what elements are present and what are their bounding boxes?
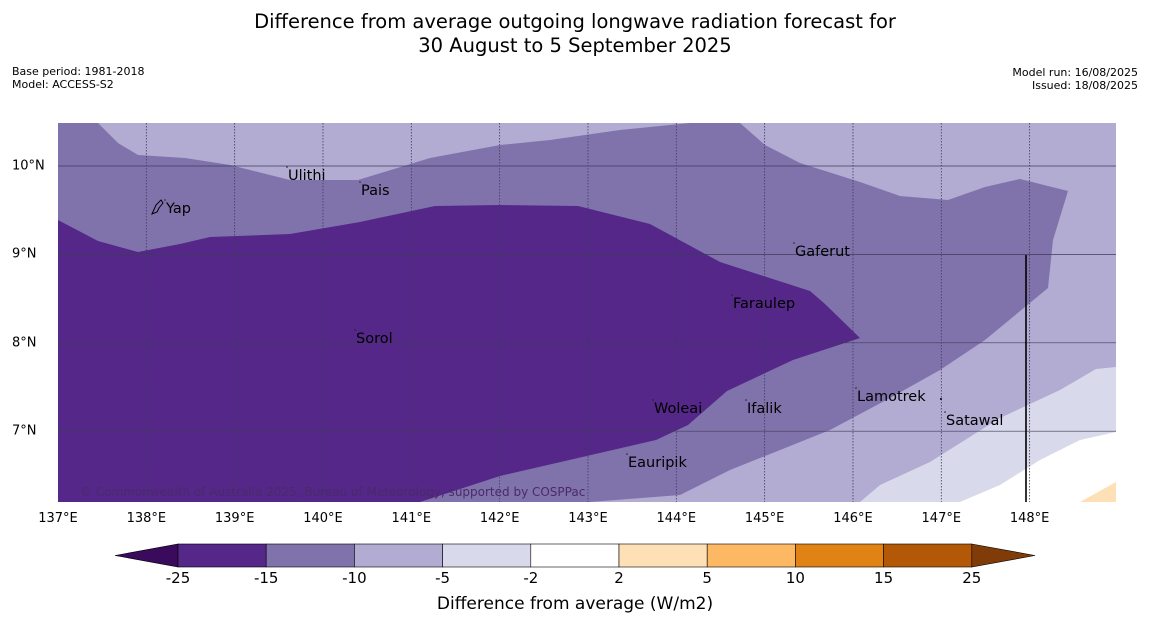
model-name: Model: ACCESS-S2 [12,78,114,91]
model-run: Model run: 16/08/2025 [1012,66,1138,79]
place-markers: Yap Ulithi Pais Gaferut Faraulep Sorol Lamotre… [151,166,1003,471]
islet-dot [940,398,942,400]
colorbar-tick-label: 25 [962,569,982,587]
colorbar-segment [883,543,973,568]
longitude-label: 141°E [391,511,432,526]
colorbar-tick-label: 15 [874,569,894,587]
place-label-sorol: Sorol [356,331,393,347]
contour-5-10 [1080,482,1116,502]
island-dot [359,181,361,183]
longitude-label: 142°E [479,511,520,526]
island-dot [944,411,946,413]
latitude-label: 8°N [12,335,37,351]
island-dot [855,387,857,389]
issued-date: Issued: 18/08/2025 [1031,79,1138,92]
longitude-label: 144°E [656,511,697,526]
colorbar-segment [706,543,796,568]
island-dot [731,294,733,296]
island-dot [286,166,288,168]
island-dot [745,399,747,401]
place-label-satawal: Satawal [946,413,1003,429]
colorbar-segment [530,543,620,568]
title-line-2: 30 August to 5 September 2025 [418,34,732,57]
longitude-label: 138°E [126,511,167,526]
place-label-eauripik: Eauripik [628,455,687,471]
longitude-label: 143°E [568,511,608,526]
colorbar-segment [618,543,708,568]
longitude-label: 147°E [921,511,962,526]
place-label-yap: Yap [165,201,191,217]
colorbar-tick-label: -10 [342,569,367,587]
place-label-faraulep: Faraulep [733,296,795,312]
colorbar-segment [442,543,532,568]
island-dot [354,329,356,331]
place-label-gaferut: Gaferut [795,244,850,260]
contour-minus25-minus15 [58,205,860,502]
longitude-label: 139°E [214,511,255,526]
place-label-pais: Pais [361,183,390,199]
island-dot [652,399,654,401]
place-label-lamotrek: Lamotrek [857,389,926,405]
colorbar-segment [354,543,443,568]
anomaly-map [58,123,1116,502]
colorbar-segment [265,543,355,568]
base-period: Base period: 1981-2018 [12,65,145,78]
longitude-label: 137°E [38,511,78,526]
place-label-ifalik: Ifalik [747,401,782,417]
longitude-label: 140°E [303,511,343,526]
colorbar [114,543,1036,568]
attribution: © Commonwealth of Australia 2025, Bureau… [80,485,585,499]
colorbar-tick-label: 5 [702,569,712,587]
latitude-label: 10°N [12,158,45,174]
colorbar-title: Difference from average (W/m2) [436,594,714,614]
colorbar-extend-high [971,543,1036,568]
yap-island-outline [151,199,164,215]
latitude-label: 9°N [12,246,37,262]
island-dot [164,199,166,201]
graticule [58,123,1116,502]
colorbar-tick-label: -15 [253,569,279,587]
island-dot [793,242,795,244]
longitude-label: 145°E [744,511,785,526]
colorbar-tick-label: -5 [435,569,451,587]
meta-left: Base period: 1981-2018 Model: ACCESS-S2 [12,65,144,91]
longitude-label: 146°E [833,511,873,526]
place-label-woleai: Woleai [654,401,702,417]
latitude-label: 7°N [12,423,37,439]
island-dot [626,453,628,455]
chart-title: Difference from average outgoing longwav… [0,10,1150,58]
colorbar-tick-label: 10 [785,569,805,587]
colorbar-tick-label: -2 [523,569,539,587]
place-label-ulithi: Ulithi [288,168,326,184]
meta-right: Model run: 16/08/2025 Issued: 18/08/2025 [1012,66,1138,92]
longitude-label: 148°E [1009,511,1050,526]
colorbar-segment [177,543,267,568]
title-line-1: Difference from average outgoing longwav… [254,10,896,33]
colorbar-extend-low [114,543,179,568]
colorbar-tick-label: -25 [165,569,191,587]
colorbar-tick-label: 2 [614,569,624,587]
colorbar-segment [795,543,884,568]
